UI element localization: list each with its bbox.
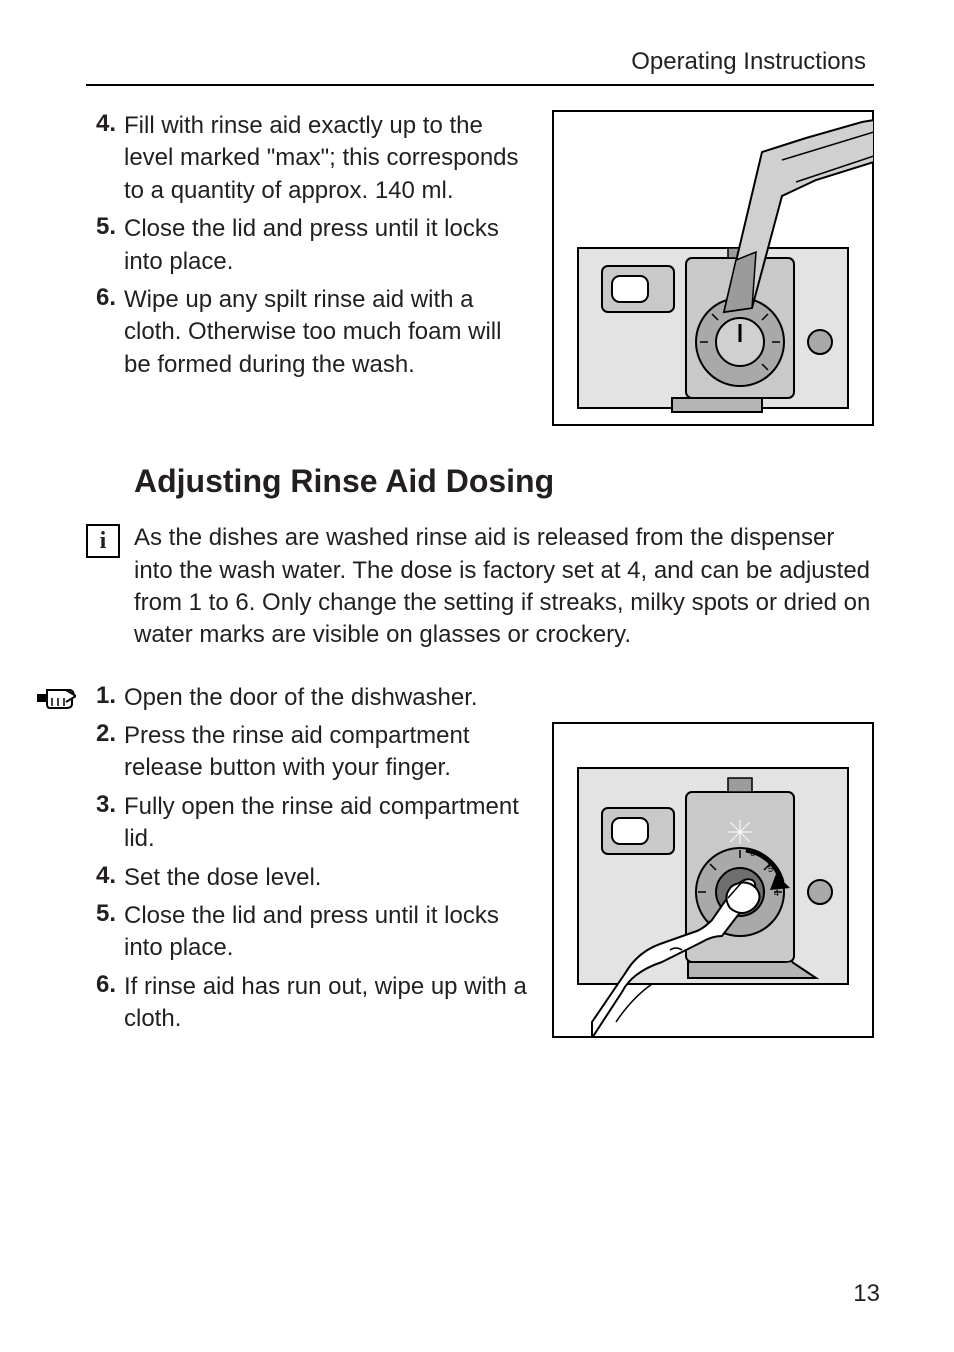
info-text: As the dishes are washed rinse aid is re…	[134, 522, 874, 652]
step-text: Close the lid and press until it locks i…	[124, 213, 526, 278]
header-rule	[86, 84, 874, 86]
steps-list-1: 4. Fill with rinse aid exactly up to the…	[86, 110, 526, 381]
step-text: Set the dose level.	[124, 862, 321, 894]
step-text: Wipe up any spilt rinse aid with a cloth…	[124, 284, 526, 381]
illustration-pour-rinse-aid	[552, 110, 874, 426]
info-note: i As the dishes are washed rinse aid is …	[86, 522, 874, 652]
section-fill-rinse-aid: 4. Fill with rinse aid exactly up to the…	[86, 110, 874, 381]
list-item: 1. Open the door of the dishwasher.	[86, 682, 538, 714]
steps-list-2: 1. Open the door of the dishwasher. 2. P…	[86, 682, 538, 1036]
list-item: 6. If rinse aid has run out, wipe up wit…	[86, 971, 538, 1036]
list-item: 4. Set the dose level.	[86, 862, 538, 894]
list-item: 2. Press the rinse aid compartment relea…	[86, 720, 538, 785]
header-title: Operating Instructions	[86, 48, 874, 76]
list-item: 5. Close the lid and press until it lock…	[86, 900, 538, 965]
hand-pointer-icon	[36, 684, 76, 712]
step-text: Close the lid and press until it locks i…	[124, 900, 538, 965]
illustration-adjust-dial: 6 5 4	[552, 722, 874, 1038]
section-adjust-dosing: 1. Open the door of the dishwasher. 2. P…	[86, 682, 874, 1036]
info-icon: i	[86, 524, 120, 558]
step-number: 3.	[86, 791, 116, 856]
step-number: 4.	[86, 110, 116, 207]
page-number: 13	[853, 1280, 880, 1308]
step-number: 2.	[86, 720, 116, 785]
step-text: Fill with rinse aid exactly up to the le…	[124, 110, 526, 207]
step-number: 5.	[86, 900, 116, 965]
step-number: 1.	[86, 682, 116, 714]
section-heading: Adjusting Rinse Aid Dosing	[134, 463, 874, 500]
list-item: 4. Fill with rinse aid exactly up to the…	[86, 110, 526, 207]
list-item: 3. Fully open the rinse aid compartment …	[86, 791, 538, 856]
step-number: 6.	[86, 284, 116, 381]
step-text: Press the rinse aid compartment release …	[124, 720, 538, 785]
step-text: Open the door of the dishwasher.	[124, 682, 478, 714]
adjust-dial-svg: 6 5 4	[552, 722, 874, 1038]
list-item: 6. Wipe up any spilt rinse aid with a cl…	[86, 284, 526, 381]
step-text: Fully open the rinse aid compartment lid…	[124, 791, 538, 856]
rinse-aid-pour-svg	[552, 110, 874, 426]
step-number: 5.	[86, 213, 116, 278]
step-number: 6.	[86, 971, 116, 1036]
page: Operating Instructions 4. Fill with rins…	[0, 0, 954, 1352]
step-text: If rinse aid has run out, wipe up with a…	[124, 971, 538, 1036]
list-item: 5. Close the lid and press until it lock…	[86, 213, 526, 278]
step-number: 4.	[86, 862, 116, 894]
